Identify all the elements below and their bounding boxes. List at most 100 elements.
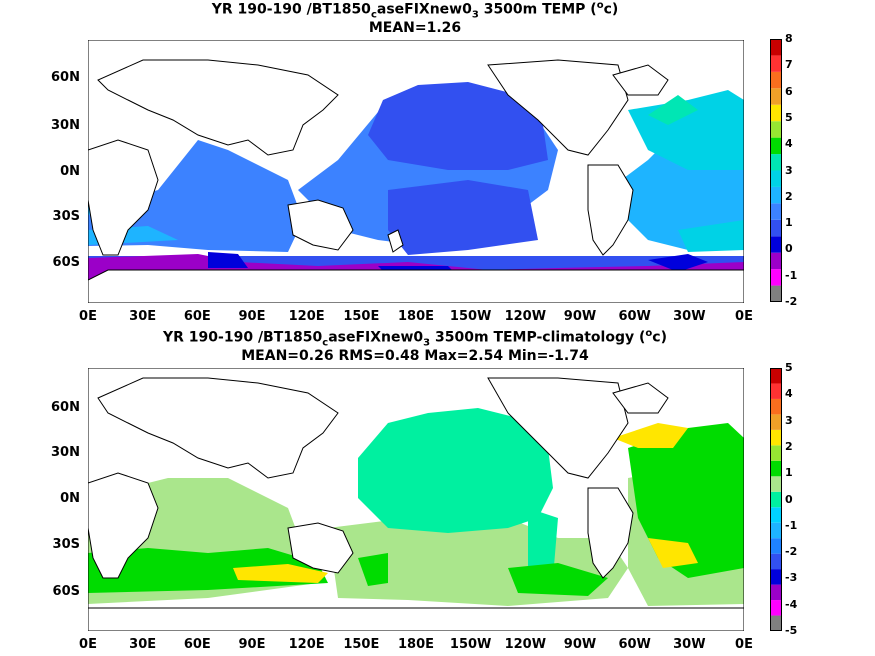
x-tick-label: 150E [343,309,380,324]
panel2-ytick: 60S [52,584,80,599]
colorbar-label: 2 [785,189,793,203]
colorbar-segment [770,522,782,539]
panel1-colorbar-labels: 8 7 6 5 4 3 2 1 0 -1 -2 [785,32,815,312]
panel1-ytick: 60S [52,255,80,270]
colorbar-segment [770,55,782,72]
colorbar-segment [770,186,782,204]
colorbar-segment [770,538,782,554]
panel2-ytick: 0N [60,491,80,506]
x-tick-label: 30E [129,309,157,324]
x-tick-label: 120W [504,637,547,652]
colorbar-segment [770,553,782,570]
colorbar-segment [770,429,782,446]
x-tick-label: 60W [618,637,651,652]
x-tick-label: 120E [288,637,325,652]
panel2-ytick: 30S [52,537,80,552]
colorbar-segment [770,269,782,286]
x-tick-label: 30W [673,637,706,652]
colorbar-segment [770,154,782,171]
colorbar-segment [770,368,782,384]
colorbar-label: 5 [785,361,793,374]
x-tick-label: 150E [343,637,380,652]
colorbar-segment [770,476,782,492]
panel1-map [88,40,744,303]
colorbar-segment [770,88,782,105]
panel2-ytick: 30N [51,445,80,460]
colorbar-label: 3 [785,413,793,427]
colorbar-label: 2 [785,439,793,453]
x-tick-label: 60E [183,637,211,652]
colorbar-label: 4 [785,387,793,401]
colorbar-label: 0 [785,492,793,506]
x-tick-label: 0E [735,309,753,324]
panel2-map [88,368,744,631]
panel1-title: YR 190-190 /BT1850caseFIXnew03 3500m TEM… [211,0,619,21]
colorbar-segment [770,104,782,122]
colorbar-label: -1 [785,518,798,532]
colorbar-label: 4 [785,137,793,151]
colorbar-segment [770,584,782,601]
x-tick-label: 120W [504,309,547,324]
colorbar-segment [770,491,782,508]
x-tick-label: 150W [449,309,492,324]
colorbar-segment [770,398,782,415]
colorbar-label: 7 [785,58,793,72]
colorbar-segment [770,137,782,155]
x-tick-label: 60W [618,309,651,324]
colorbar-segment [770,121,782,138]
colorbar-label: -5 [785,624,798,637]
panel1-ytick: 60N [51,70,80,85]
panel1-ytick: 30S [52,209,80,224]
x-tick-label: 120E [288,309,325,324]
x-tick-label: 60E [183,309,211,324]
panel1-ytick: 30N [51,118,80,133]
colorbar-segment [770,615,782,631]
colorbar-segment [770,600,782,616]
colorbar-segment [770,460,782,477]
x-tick-label: 90E [238,309,266,324]
panel2-colorbar-labels: 5 4 3 2 1 0 -1 -2 -3 -4 -5 [785,361,815,641]
colorbar-segment [770,445,782,461]
colorbar-label: -3 [785,571,798,585]
colorbar-label: 8 [785,32,793,45]
colorbar-label: 3 [785,163,793,177]
colorbar-segment [770,170,782,187]
panel1-colorbar [770,39,782,302]
x-tick-label: 0E [79,309,97,324]
colorbar-segment [770,39,782,56]
colorbar-segment [770,236,782,253]
panel2-title: YR 190-190 /BT1850caseFIXnew03 3500m TEM… [163,328,667,349]
x-tick-label: 180E [397,637,435,652]
colorbar-segment [770,383,782,399]
colorbar-label: 0 [785,242,793,256]
panel1-xticks: 0E 30E 60E 90E 120E 150E 180E 150W 120W 90W 60W 30W… [0,309,875,325]
colorbar-segment [770,203,782,220]
colorbar-label: 1 [785,466,793,480]
colorbar-label: -1 [785,268,798,282]
colorbar-label: -4 [785,597,798,611]
colorbar-segment [770,414,782,430]
x-tick-label: 150W [449,637,492,652]
colorbar-label: -2 [785,295,798,308]
panel2-xticks: 0E 30E 60E 90E 120E 150E 180E 150W 120W 90W 60W 30W… [0,637,875,653]
x-tick-label: 30E [129,637,157,652]
colorbar-segment [770,219,782,237]
panel1-ytick: 0N [60,164,80,179]
x-tick-label: 0E [735,637,753,652]
x-tick-label: 180E [397,309,435,324]
colorbar-label: 6 [785,84,793,98]
colorbar-segment [770,252,782,270]
colorbar-segment [770,285,782,302]
panel2-colorbar [770,368,782,631]
colorbar-label: 1 [785,216,793,230]
x-tick-label: 90W [563,637,597,652]
colorbar-label: 5 [785,110,793,124]
colorbar-segment [770,71,782,89]
colorbar-segment [770,507,782,523]
panel2-stats: MEAN=0.26 RMS=0.48 Max=2.54 Min=-1.74 [241,348,589,364]
colorbar-label: -2 [785,545,798,559]
x-tick-label: 30W [673,309,706,324]
x-tick-label: 90W [563,309,597,324]
x-tick-label: 0E [79,637,97,652]
colorbar-segment [770,569,782,585]
